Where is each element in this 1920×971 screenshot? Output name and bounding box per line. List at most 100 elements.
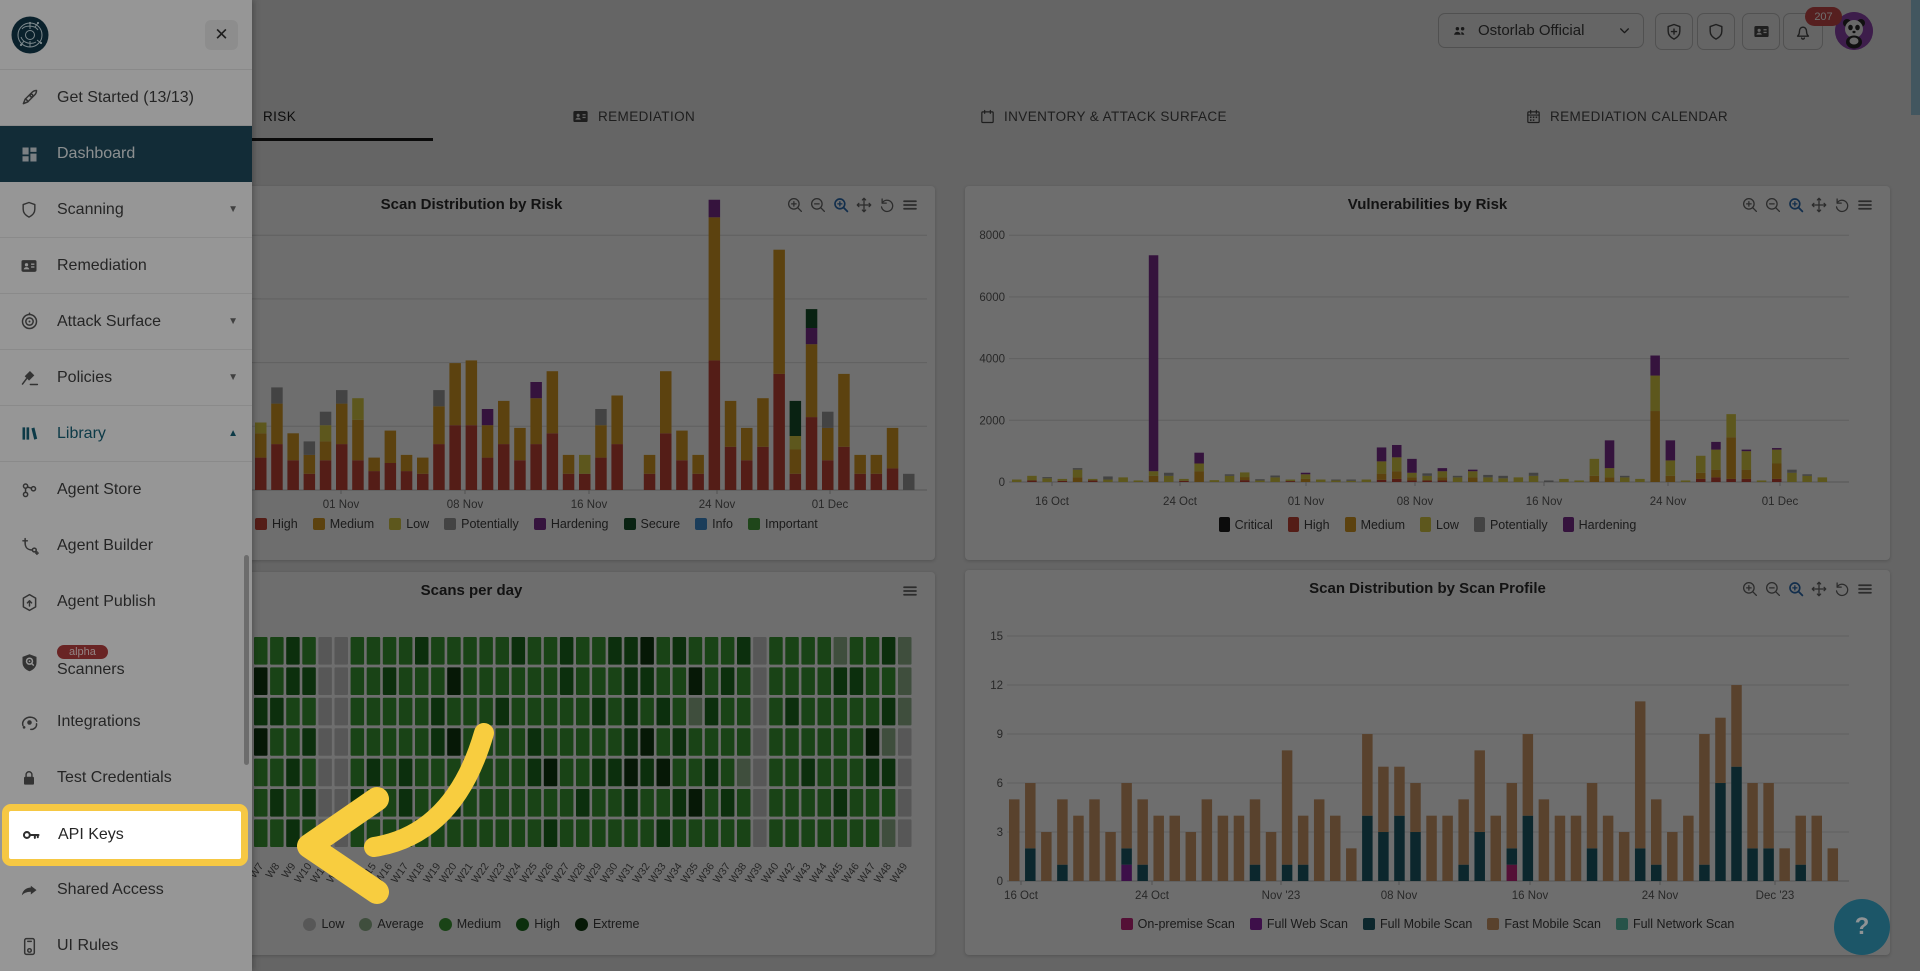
sidebar-item-library[interactable]: Library ▲ — [0, 406, 252, 462]
new-scan-button[interactable] — [1655, 13, 1693, 50]
notifications-button[interactable] — [1783, 13, 1823, 50]
zoom-select-icon[interactable] — [831, 195, 850, 214]
sidebar-item-agent-store[interactable]: Agent Store — [0, 462, 252, 518]
pan-icon[interactable] — [1809, 579, 1828, 598]
chevron-down-icon — [1618, 24, 1631, 37]
ostorlab-logo[interactable] — [10, 15, 50, 55]
legend-item-fast-mobile-scan[interactable]: Fast Mobile Scan — [1487, 917, 1601, 931]
notification-count-badge: 207 — [1805, 7, 1842, 26]
chevron-down-icon: ▼ — [228, 204, 238, 215]
zoom-out-icon[interactable] — [1763, 579, 1782, 598]
legend-item-high[interactable]: High — [1287, 517, 1330, 532]
sidebar-item-integrations[interactable]: Integrations — [0, 694, 252, 750]
sidebar-item-ui-rules[interactable]: UI Rules — [0, 918, 252, 971]
tab-inventory-attack-surface[interactable]: INVENTORY & ATTACK SURFACE — [979, 104, 1227, 128]
sidebar-item-scanners[interactable]: alpha Scanners — [0, 630, 252, 694]
sidebar-item-agent-builder[interactable]: Agent Builder — [0, 518, 252, 574]
organization-selector[interactable]: Ostorlab Official — [1438, 13, 1644, 48]
pan-icon[interactable] — [1809, 195, 1828, 214]
svg-text:16 Oct: 16 Oct — [1004, 890, 1039, 902]
sidebar-item-scanning[interactable]: Scanning ▼ — [0, 182, 252, 238]
legend-item-full-mobile-scan[interactable]: Full Mobile Scan — [1362, 917, 1472, 931]
legend-item-secure[interactable]: Secure — [623, 517, 681, 531]
zoom-in-icon[interactable] — [1740, 195, 1759, 214]
legend-item-full-network-scan[interactable]: Full Network Scan — [1615, 917, 1734, 931]
legend-item-info[interactable]: Info — [695, 517, 733, 531]
sidebar-scrollbar-thumb[interactable] — [244, 555, 249, 765]
id-card-icon — [571, 107, 590, 126]
menu-icon[interactable] — [900, 195, 919, 214]
legend-item-hardening[interactable]: Hardening — [533, 517, 609, 531]
page-scrollbar-thumb[interactable] — [1911, 0, 1920, 115]
legend-item-high[interactable]: High — [255, 517, 298, 531]
legend-item-medium[interactable]: Medium — [438, 917, 501, 931]
menu-icon[interactable] — [900, 581, 919, 600]
zoom-select-icon[interactable] — [1786, 195, 1805, 214]
restore-icon[interactable] — [877, 195, 896, 214]
svg-text:24 Nov: 24 Nov — [699, 499, 736, 511]
sidebar-item-dashboard[interactable]: Dashboard — [0, 126, 252, 182]
legend-item-full-web-scan[interactable]: Full Web Scan — [1249, 917, 1348, 931]
sidebar-item-label: Remediation — [57, 256, 147, 274]
sidebar-item-policies[interactable]: Policies ▼ — [0, 350, 252, 406]
legend-item-potentially[interactable]: Potentially — [1473, 517, 1548, 532]
zoom-in-icon[interactable] — [785, 195, 804, 214]
sidebar-item-agent-publish[interactable]: Agent Publish — [0, 574, 252, 630]
legend-item-on-premise-scan[interactable]: On-premise Scan — [1120, 917, 1235, 931]
zoom-out-icon[interactable] — [1763, 195, 1782, 214]
zoom-in-icon[interactable] — [1740, 579, 1759, 598]
legend-item-medium[interactable]: Medium — [1344, 517, 1405, 532]
legend-item-potentially[interactable]: Potentially — [444, 517, 519, 531]
menu-icon[interactable] — [1855, 195, 1874, 214]
legend-item-high[interactable]: High — [516, 917, 560, 931]
sidebar-item-label: Scanning — [57, 200, 124, 218]
legend-item-low[interactable]: Low — [303, 917, 344, 931]
legend-item-low[interactable]: Low — [389, 517, 429, 531]
legend-label: Secure — [640, 517, 681, 531]
scans-button[interactable] — [1697, 13, 1735, 50]
legend-item-important[interactable]: Important — [747, 517, 818, 531]
svg-text:6: 6 — [997, 778, 1003, 790]
svg-text:Dec '23: Dec '23 — [1756, 890, 1795, 902]
menu-icon[interactable] — [1855, 579, 1874, 598]
legend-label: On-premise Scan — [1137, 917, 1235, 931]
legend-swatch — [516, 917, 530, 931]
legend-item-average[interactable]: Average — [359, 917, 424, 931]
legend-item-extreme[interactable]: Extreme — [574, 917, 640, 931]
books-icon — [18, 423, 40, 445]
legend-swatch — [1362, 918, 1375, 930]
sidebar-item-shared-access[interactable]: Shared Access — [0, 862, 252, 918]
svg-text:16 Nov: 16 Nov — [571, 499, 608, 511]
sidebar-item-test-credentials[interactable]: Test Credentials — [0, 750, 252, 806]
legend-item-hardening[interactable]: Hardening — [1562, 517, 1636, 532]
restore-icon[interactable] — [1832, 579, 1851, 598]
user-avatar[interactable] — [1835, 12, 1873, 50]
sidebar-item-get-started[interactable]: Get Started (13/13) — [0, 70, 252, 126]
legend-swatch — [1420, 517, 1432, 532]
svg-text:2000: 2000 — [979, 415, 1005, 427]
svg-text:24 Oct: 24 Oct — [1135, 890, 1170, 902]
help-button[interactable]: ? — [1834, 899, 1890, 955]
remediation-button[interactable] — [1742, 13, 1780, 50]
close-sidebar-button[interactable]: ✕ — [205, 19, 238, 50]
restore-icon[interactable] — [1832, 195, 1851, 214]
pan-icon[interactable] — [854, 195, 873, 214]
zoom-out-icon[interactable] — [808, 195, 827, 214]
zoom-select-icon[interactable] — [1786, 579, 1805, 598]
scanner-icon — [18, 651, 40, 673]
legend-swatch — [312, 518, 325, 530]
legend-swatch — [1562, 517, 1574, 532]
svg-text:16 Nov: 16 Nov — [1526, 496, 1563, 508]
legend-item-medium[interactable]: Medium — [312, 517, 374, 531]
tab-remediation-calendar[interactable]: REMEDIATION CALENDAR — [1525, 104, 1728, 128]
tab-risk[interactable]: RISK — [263, 104, 296, 128]
legend-item-low[interactable]: Low — [1420, 517, 1459, 532]
sidebar-item-attack-surface[interactable]: Attack Surface ▼ — [0, 294, 252, 350]
legend-item-critical[interactable]: Critical — [1218, 517, 1273, 532]
tab-remediation[interactable]: REMEDIATION — [571, 104, 695, 128]
svg-text:01 Dec: 01 Dec — [812, 499, 849, 511]
sidebar-item-api-keys-highlighted[interactable]: API Keys — [2, 804, 248, 866]
tab-label: RISK — [263, 108, 297, 124]
legend-label: Low — [321, 917, 345, 931]
sidebar-item-remediation[interactable]: Remediation — [0, 238, 252, 294]
